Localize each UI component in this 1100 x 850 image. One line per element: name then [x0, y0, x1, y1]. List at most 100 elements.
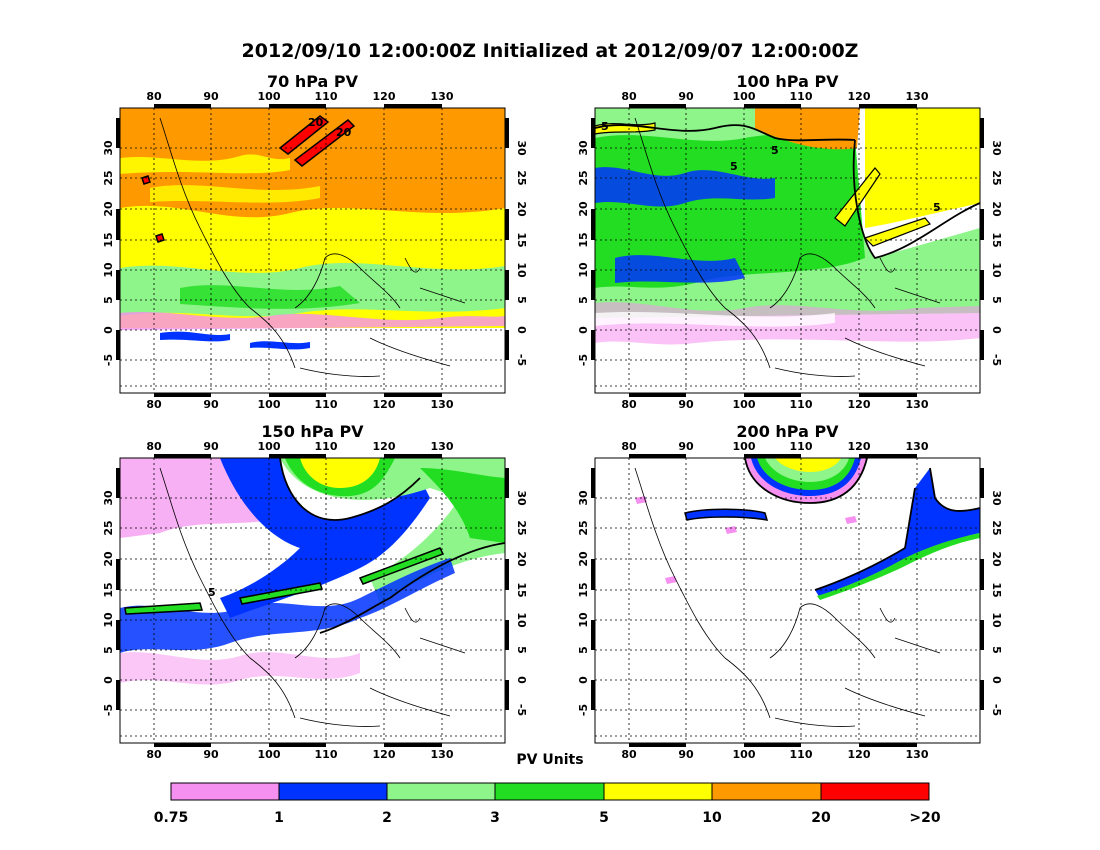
lon-tick-label: 110	[315, 440, 338, 453]
contour-label: 5	[771, 144, 779, 157]
lat-tick-label: 10	[102, 612, 115, 628]
legend-label: 20	[811, 810, 831, 826]
lon-tick-label: 80	[146, 440, 162, 453]
lon-tick-label: 80	[621, 440, 637, 453]
contour-5-150	[279, 457, 506, 634]
lat-tick-label: 0	[990, 676, 1003, 684]
lat-labels-right-70: 30 25 20 15 10 5 0 -5	[515, 140, 528, 366]
lat-tick-label: 30	[990, 140, 1003, 156]
lon-tick-label: 120	[373, 398, 396, 411]
graticule-150	[120, 458, 505, 743]
lat-tick-label: 5	[515, 296, 528, 304]
contour-label: 5	[730, 160, 738, 173]
lat-tick-label: 5	[515, 646, 528, 654]
fill-blue-150	[220, 458, 430, 618]
contour-label: 5	[208, 586, 216, 599]
legend-label: 10	[702, 810, 722, 826]
legend-bar	[170, 782, 930, 801]
map-100hpa: 5 5 5 5 80 90 100 110 120 130 80 90 100 …	[577, 90, 1003, 411]
lon-tick-label: 80	[146, 748, 162, 761]
fill-blue-100	[595, 167, 775, 283]
fill-green-streak-150	[124, 547, 445, 615]
lat-labels-right-100: 30 25 20 15 10 5 0 -5	[990, 140, 1003, 366]
lat-tick-label: 30	[577, 490, 590, 506]
lon-tick-label: 90	[203, 440, 219, 453]
lat-tick-label: 30	[102, 140, 115, 156]
lon-tick-label: 90	[203, 90, 219, 103]
legend-swatch-pink	[170, 782, 280, 801]
lon-tick-label: 90	[678, 440, 694, 453]
lat-tick-label: 10	[515, 262, 528, 278]
lat-tick-label: -5	[990, 354, 1003, 366]
border-bars-100	[591, 104, 984, 397]
lat-labels-left-70: 30 25 20 15 10 5 0 -5	[102, 140, 115, 366]
map-200hpa: 80 90 100 110 120 130 80 90 100 110 120 …	[577, 440, 1003, 761]
contour-5-100	[594, 124, 981, 260]
lon-tick-label: 130	[906, 748, 929, 761]
lat-tick-label: 20	[515, 551, 528, 567]
legend-label: 0.75	[153, 810, 189, 826]
lat-labels-right-200: 30 25 20 15 10 5 0 -5	[990, 490, 1003, 716]
lat-tick-label: 30	[515, 140, 528, 156]
lon-tick-label: 130	[431, 440, 454, 453]
coastline-70	[159, 117, 466, 377]
lon-tick-label: 100	[258, 748, 281, 761]
lon-tick-label: 100	[258, 398, 281, 411]
lat-tick-label: 10	[577, 612, 590, 628]
fill-yellow-70-c	[150, 185, 320, 203]
lon-tick-label: 110	[315, 398, 338, 411]
lon-tick-label: 130	[906, 90, 929, 103]
fill-yellow-100-b	[594, 122, 931, 247]
lon-tick-label: 110	[790, 748, 813, 761]
legend-swatch-blue	[278, 782, 388, 801]
fill-red-70	[141, 115, 356, 243]
lon-tick-label: 100	[258, 440, 281, 453]
lat-tick-label: -5	[102, 704, 115, 716]
fill-green-100	[595, 134, 865, 288]
legend-swatch-lightgreen	[386, 782, 496, 801]
lat-tick-label: 30	[990, 490, 1003, 506]
legend-label: >20	[909, 810, 941, 826]
contour-label: 5	[601, 120, 609, 133]
legend-label: 1	[274, 810, 284, 826]
map-150hpa: 5 80 90 100 110 120 130 80 90 100 110 12…	[102, 440, 528, 761]
lat-tick-label: 10	[102, 262, 115, 278]
lat-tick-label: 5	[102, 296, 115, 304]
lat-tick-label: 15	[102, 232, 115, 247]
panel-title-100hpa: 100 hPa PV	[736, 72, 839, 91]
lat-tick-label: 30	[577, 140, 590, 156]
lon-tick-label: 80	[146, 398, 162, 411]
fill-blue-200-band	[684, 508, 769, 521]
legend-swatch-orange	[711, 782, 822, 801]
lat-tick-label: 0	[990, 326, 1003, 334]
panel-title-70hpa: 70 hPa PV	[267, 72, 358, 91]
lon-tick-label: 80	[621, 398, 637, 411]
coastline-200	[634, 467, 941, 727]
lon-tick-label: 120	[848, 748, 871, 761]
border-bars-150	[116, 454, 509, 747]
graticule-200	[595, 458, 980, 743]
lat-tick-label: 15	[990, 582, 1003, 597]
lat-tick-label: 0	[577, 676, 590, 684]
contour-label: 20	[336, 126, 352, 139]
figure-title: 2012/09/10 12:00:00Z Initialized at 2012…	[241, 40, 859, 62]
color-legend	[170, 782, 932, 806]
lon-labels-top-150: 80 90 100 110 120 130	[146, 440, 453, 453]
lat-tick-label: -5	[577, 704, 590, 716]
lon-tick-label: 80	[621, 90, 637, 103]
legend-label: 3	[490, 810, 500, 826]
fill-green2-70	[180, 285, 360, 309]
lat-tick-label: -5	[515, 354, 528, 366]
lat-tick-label: -5	[577, 354, 590, 366]
border-bars-200	[591, 454, 984, 747]
fill-yellow-70-b	[120, 154, 290, 174]
legend-swatch-red	[820, 782, 930, 801]
lat-tick-label: 15	[515, 582, 528, 597]
lat-tick-label: 15	[577, 232, 590, 247]
panel-title-200hpa: 200 hPa PV	[736, 422, 839, 441]
lat-tick-label: 20	[990, 201, 1003, 217]
lat-labels-left-100: 30 25 20 15 10 5 0 -5	[577, 140, 590, 366]
lat-tick-label: 25	[990, 520, 1003, 535]
lon-tick-label: 90	[678, 748, 694, 761]
lon-labels-bottom-70: 80 90 100 110 120 130	[146, 398, 453, 411]
